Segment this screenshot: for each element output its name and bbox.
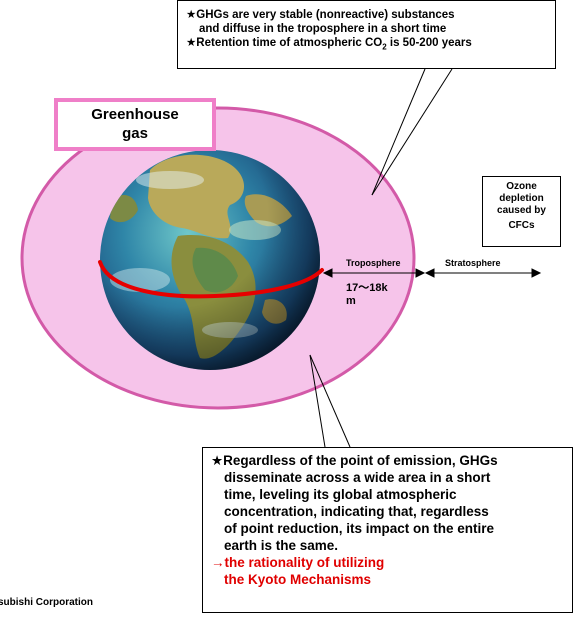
co2-subscript: 2 — [382, 42, 387, 52]
bottom-callout-line: of point reduction, its impact on the en… — [224, 521, 495, 536]
retention-line: ★Retention time of atmospheric CO2 is 50… — [186, 36, 547, 54]
bottom-callout-line: concentration, indicating that, regardle… — [224, 504, 489, 519]
thickness-line: 17～18k — [346, 282, 388, 294]
ozone-label-line: depletion — [499, 193, 544, 204]
troposphere-thickness: 17～18k m — [346, 282, 388, 308]
stratosphere-arrow — [424, 268, 542, 278]
bottom-callout: ★Regardless of the point of emission, GH… — [202, 447, 573, 613]
bottom-callout-pointer — [309, 354, 351, 448]
troposphere-arrow — [322, 268, 426, 278]
top-callout-line: and diffuse in the troposphere in a shor… — [199, 23, 447, 35]
troposphere-band-line — [98, 260, 324, 299]
bottom-callout-pointer — [309, 354, 326, 448]
thickness-line: m — [346, 295, 356, 307]
top-callout-pointer — [371, 68, 426, 196]
greenhouse-label-line: gas — [122, 125, 148, 142]
bottom-callout-line: disseminate across a wide area in a shor… — [224, 470, 491, 485]
bottom-callout-line: time, leveling its global atmospheric — [224, 487, 457, 502]
troposphere-label: Troposphere — [346, 258, 401, 268]
top-callout-line: ★GHGs are very stable (nonreactive) subs… — [186, 9, 455, 21]
ozone-label-line: caused by — [497, 205, 546, 216]
stratosphere-label: Stratosphere — [445, 258, 501, 268]
conclusion-line: the Kyoto Mechanisms — [224, 572, 372, 587]
bottom-callout-line: ★Regardless of the point of emission, GH… — [211, 453, 498, 468]
greenhouse-gas-label: Greenhouse gas — [54, 98, 216, 151]
top-callout-pointer — [371, 68, 453, 196]
ozone-label-line: Ozone — [506, 181, 537, 192]
ozone-depletion-box: Ozone depletion caused by CFCs — [482, 176, 561, 247]
retention-prefix: ★Retention time of atmospheric CO — [186, 37, 383, 49]
ozone-label-line: CFCs — [508, 220, 535, 231]
bottom-callout-line: earth is the same. — [224, 538, 339, 553]
conclusion-line: →the rationality of utilizing — [211, 555, 385, 570]
retention-suffix: is 50-200 years — [386, 37, 472, 49]
earth-globe — [100, 150, 320, 370]
greenhouse-label-line: Greenhouse — [91, 106, 179, 123]
top-callout: ★GHGs are very stable (nonreactive) subs… — [177, 0, 556, 69]
footer-credit: subishi Corporation — [0, 597, 93, 608]
